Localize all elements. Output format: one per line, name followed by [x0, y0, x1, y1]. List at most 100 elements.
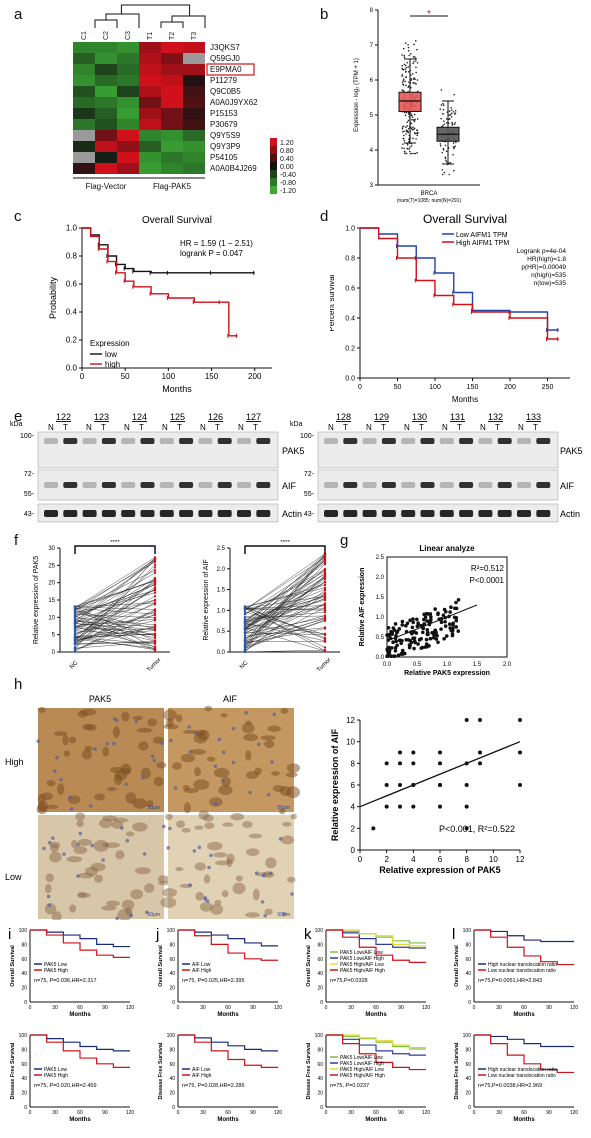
- y-tick-label: 20: [21, 1091, 27, 1097]
- x-axis-label: Months: [513, 1012, 535, 1018]
- nc-point: [74, 618, 76, 620]
- scale-swatch: [270, 170, 277, 178]
- stat-annotation: n=75, P=0.0237: [330, 1083, 369, 1089]
- box-point: [414, 121, 416, 123]
- y-tick-label: 0.0: [376, 655, 385, 661]
- y-tick-label: 40: [169, 971, 175, 977]
- ihc-texture: [213, 852, 227, 857]
- heatmap-row-label: Q9Y5S9: [210, 131, 241, 140]
- sample-label: 127: [246, 412, 261, 422]
- box-point: [446, 118, 448, 120]
- tumor-point: [324, 584, 326, 586]
- stat-annotation: HR(high)=1.8: [527, 256, 566, 263]
- lane-letter: N: [328, 423, 334, 432]
- box-point: [448, 118, 450, 120]
- scatter-point: [394, 622, 398, 626]
- ihc-texture: [126, 831, 134, 836]
- box-point: [451, 113, 453, 115]
- y-tick-label: 1.0: [345, 226, 355, 233]
- ihc-nucleus: [47, 903, 51, 907]
- y-tick-label: 100: [463, 928, 472, 934]
- y-tick-label: 40: [21, 971, 27, 977]
- box-point: [417, 79, 419, 81]
- y-tick-label: 2.5: [376, 555, 385, 561]
- stat-annotation: logrank P = 0.047: [180, 249, 243, 258]
- x-tick-label: 0: [80, 372, 85, 381]
- protein-band: [440, 510, 454, 517]
- ihc-texture: [85, 724, 97, 731]
- ihc-texture: [195, 892, 204, 901]
- lane-letter: N: [162, 423, 168, 432]
- ihc-nucleus: [79, 832, 83, 836]
- scatter-point: [408, 644, 412, 648]
- column-label: AIF: [223, 694, 238, 704]
- ihc-texture: [106, 900, 120, 906]
- box-point: [446, 122, 448, 124]
- ihc-texture: [273, 785, 285, 792]
- blot-strip: [318, 432, 558, 468]
- protein-band: [237, 510, 251, 517]
- survival-curve: [178, 1035, 278, 1051]
- protein-band: [83, 510, 97, 517]
- y-tick-label: 2.0: [376, 575, 385, 581]
- box-point: [403, 147, 405, 149]
- scale-swatch: [270, 178, 277, 186]
- y-tick-label: 100: [167, 928, 176, 934]
- heatmap-cell: [183, 75, 205, 86]
- scatter-point: [398, 638, 402, 642]
- scatter-point: [385, 783, 389, 787]
- ihc-texture: [207, 842, 222, 851]
- box-point: [406, 148, 408, 150]
- heatmap-cell: [117, 141, 139, 152]
- box-point: [451, 124, 453, 126]
- sample-label: 122: [56, 412, 71, 422]
- protein-band: [141, 510, 155, 517]
- panel-label-j: j: [155, 926, 159, 943]
- heatmap-row-label: P11279: [210, 76, 238, 85]
- lane-letter: T: [101, 423, 106, 432]
- heatmap-cell: [73, 108, 95, 119]
- heatmap-cell: [139, 53, 161, 64]
- kda-mark: 100-: [300, 433, 315, 440]
- tumor-point: [154, 588, 156, 590]
- survival-curve: [474, 930, 574, 942]
- scatter-point: [389, 630, 393, 634]
- y-tick-label: 0.5: [376, 635, 385, 641]
- box-point: [444, 172, 446, 174]
- heatmap-cell: [183, 64, 205, 75]
- tumor-point: [324, 581, 326, 583]
- x-axis-label: Months: [217, 1117, 239, 1123]
- tumor-point: [324, 572, 326, 574]
- legend-label: PAK5 High: [44, 968, 68, 974]
- ihc-texture: [175, 867, 183, 871]
- scatter-point: [393, 654, 397, 658]
- y-tick-label: 20: [169, 986, 175, 992]
- protein-band: [459, 438, 473, 444]
- stat-annotation: P<0.001, R²=0.522: [439, 824, 515, 834]
- scatter-point: [449, 605, 453, 609]
- heatmap-cell: [95, 141, 117, 152]
- scatter-point: [465, 718, 469, 722]
- legend-label: High AIFM1 TPM: [456, 240, 509, 247]
- kda-mark: 100-: [20, 433, 35, 440]
- box-point: [408, 85, 410, 87]
- x-tick-label: 60: [373, 1110, 379, 1116]
- lane-letter: T: [253, 423, 258, 432]
- stat-annotation: R²=0.512: [471, 564, 505, 573]
- heatmap-cell: [95, 64, 117, 75]
- ihc-texture: [253, 889, 260, 901]
- heatmap-cell: [183, 141, 205, 152]
- y-tick-label: 80: [317, 1047, 323, 1053]
- scatter-point: [404, 638, 408, 642]
- tumor-point: [154, 640, 156, 642]
- ihc-texture: [181, 754, 195, 763]
- ihc-nucleus: [48, 841, 52, 845]
- ihc-texture: [102, 747, 109, 757]
- box-point: [404, 81, 406, 83]
- heatmap-cell: [117, 108, 139, 119]
- ihc-nucleus: [101, 858, 105, 862]
- box-point: [453, 111, 455, 113]
- y-tick-label: 80: [465, 942, 471, 948]
- box-point: [404, 140, 406, 142]
